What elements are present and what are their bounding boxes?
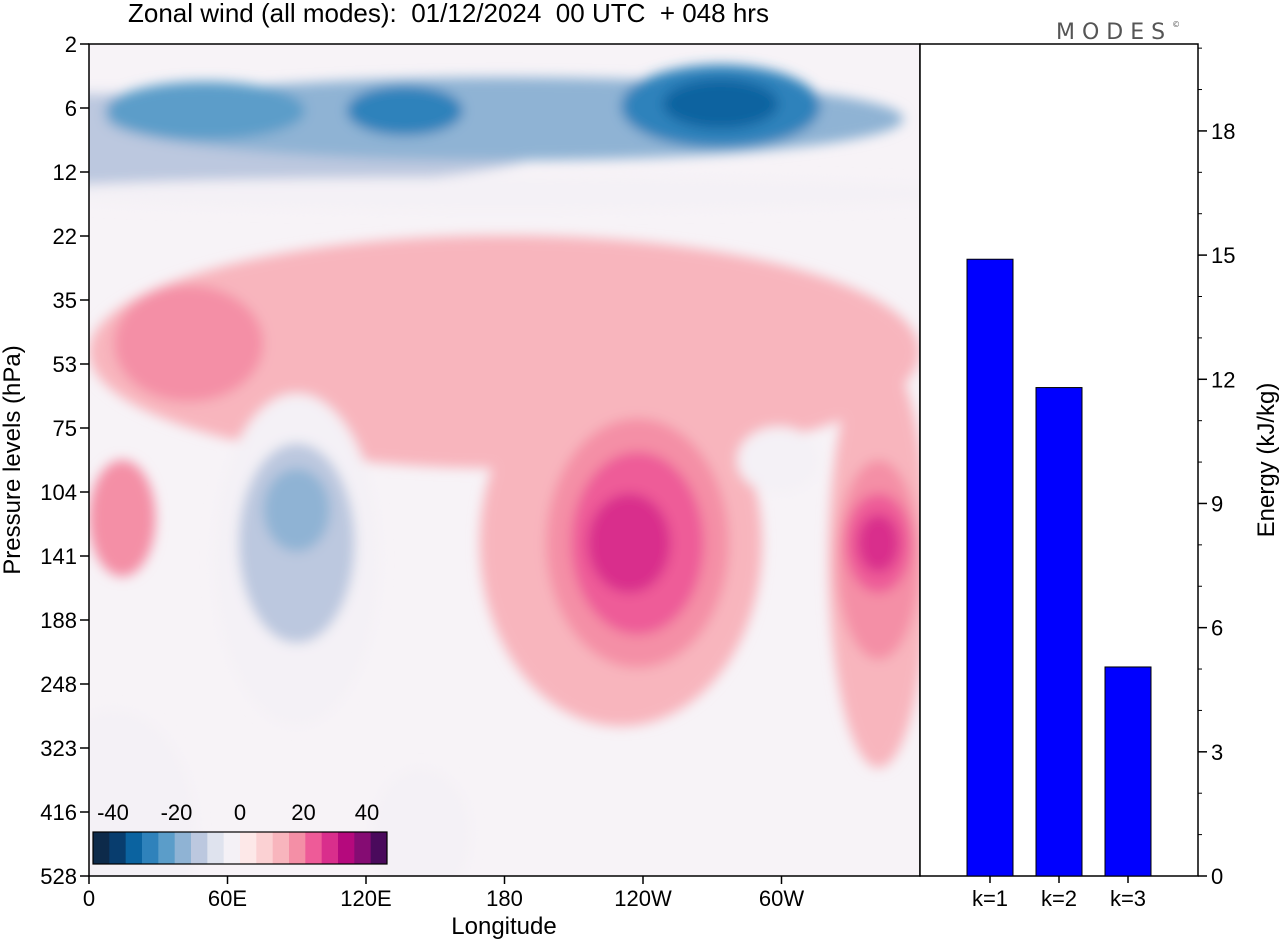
y-tick-label: 141: [40, 544, 77, 569]
colorbar-swatch: [272, 832, 290, 864]
energy-axis: 0 3 6 9 12 15 18: [1198, 47, 1235, 889]
colorbar-swatch: [174, 832, 192, 864]
chart-title: Zonal wind (all modes): 01/12/2024 00 UT…: [128, 0, 769, 28]
bar-category-label: k=2: [1041, 886, 1077, 911]
colorbar-label: 20: [291, 800, 315, 825]
bar-category-label: k=3: [1110, 886, 1146, 911]
logo-text: MODES: [1056, 20, 1173, 45]
energy-tick-label: 18: [1211, 119, 1235, 144]
colorbar-swatch: [240, 832, 257, 864]
colorbar-swatch: [207, 832, 225, 864]
y-axis-label: Pressure levels (hPa): [0, 345, 26, 574]
colorbar-swatch: [158, 832, 176, 864]
colorbar-swatch: [93, 832, 110, 864]
y-tick-label: 6: [65, 96, 77, 121]
y-tick-label: 53: [53, 352, 77, 377]
colorbar-label: -40: [97, 800, 129, 825]
wind-region-4: [346, 85, 463, 136]
wind-region-18: [737, 426, 821, 494]
x-tick-label: 120W: [614, 886, 672, 911]
bar-category-label: k=1: [972, 886, 1008, 911]
y-tick-label: 248: [40, 672, 77, 697]
colorbar-swatch: [223, 832, 241, 864]
y-tick-label: 2: [65, 32, 77, 57]
colorbar-swatch: [142, 832, 159, 864]
wind-region-22: [857, 514, 900, 573]
x-tick-label: 180: [486, 886, 523, 911]
colorbar-label: 0: [234, 800, 246, 825]
energy-tick-label: 12: [1211, 367, 1235, 392]
colorbar-label: 40: [355, 800, 379, 825]
energy-tick-label: 0: [1211, 864, 1223, 889]
y-tick-label: 12: [53, 160, 77, 185]
x-axis-label: Longitude: [451, 913, 556, 940]
longitude-axis: 0 60E 120E 180 120W 60W: [83, 876, 804, 911]
energy-axis-label: Energy (kJ/kg): [1253, 383, 1280, 538]
colorbar-swatch: [354, 832, 372, 864]
x-tick-label: 120E: [340, 886, 391, 911]
y-tick-label: 22: [53, 224, 77, 249]
wind-region-6: [662, 78, 779, 129]
colorbar-swatch: [370, 832, 388, 864]
modes-logo: MODES©: [1056, 20, 1181, 45]
wind-region-17: [587, 493, 671, 594]
colorbar-label: -20: [161, 800, 193, 825]
y-tick-label: 104: [40, 480, 77, 505]
y-tick-label: 323: [40, 736, 77, 761]
wind-region-24: [371, 767, 472, 876]
colorbar-swatch: [191, 832, 208, 864]
x-tick-label: 0: [83, 886, 95, 911]
y-tick-label: 75: [53, 416, 77, 441]
energy-tick-label: 3: [1211, 740, 1223, 765]
wind-region-10: [89, 460, 156, 577]
colorbar-swatch: [289, 832, 306, 864]
wind-region-13: [263, 468, 330, 552]
energy-tick-label: 15: [1211, 243, 1235, 268]
energy-bar-k=3: [1104, 666, 1152, 877]
colorbar-swatch: [109, 832, 127, 864]
energy-bar-k=1: [966, 258, 1014, 877]
colorbar: -40 -20 0 20 40: [92, 800, 388, 865]
colorbar-swatch: [305, 832, 323, 864]
energy-bars: k=1 k=2 k=3: [966, 258, 1152, 911]
x-tick-label: 60W: [759, 886, 804, 911]
colorbar-swatch: [321, 832, 339, 864]
colorbar-swatch: [338, 832, 355, 864]
y-tick-label: 188: [40, 608, 77, 633]
energy-bar-k=2: [1035, 387, 1083, 877]
pressure-axis: 2 6 12 22 35 53 75 104 141 188 248 323 416 528: [40, 32, 89, 889]
y-tick-label: 35: [53, 288, 77, 313]
y-tick-label: 528: [40, 864, 77, 889]
wind-region-7: [89, 177, 920, 211]
wind-region-9: [113, 285, 264, 402]
x-tick-label: 60E: [208, 886, 247, 911]
colorbar-swatch: [125, 832, 143, 864]
energy-tick-label: 9: [1211, 491, 1223, 516]
energy-tick-label: 6: [1211, 616, 1223, 641]
y-tick-label: 416: [40, 800, 77, 825]
wind-region-3: [105, 81, 306, 140]
zonal-wind-heatmap: [89, 44, 920, 876]
colorbar-swatch: [256, 832, 274, 864]
colorbar-frame: [92, 831, 388, 865]
